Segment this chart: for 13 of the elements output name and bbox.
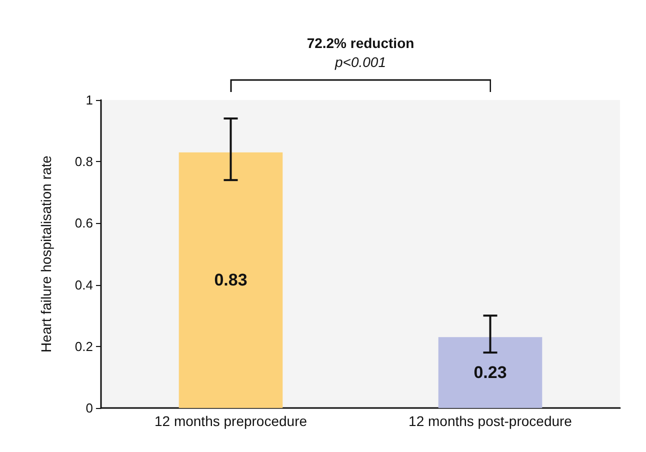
data-label: 0.23 xyxy=(474,363,507,382)
y-axis-title: Heart failure hospitalisation rate xyxy=(38,155,54,352)
data-label: 0.83 xyxy=(214,270,248,290)
y-tick-label: 0 xyxy=(86,400,93,416)
y-tick-label: 1 xyxy=(86,92,93,108)
y-tick-label: 0.4 xyxy=(74,277,93,292)
x-tick-label: 12 months post-procedure xyxy=(408,413,572,429)
text: p<0.001 xyxy=(334,54,386,70)
text: 72.2% reduction xyxy=(306,35,414,51)
y-tick-label: 0.8 xyxy=(74,154,93,170)
x-tick-label: 12 months preprocedure xyxy=(154,413,308,429)
y-tick-label: 0.6 xyxy=(74,216,93,231)
y-tick-label: 0.2 xyxy=(74,338,93,354)
